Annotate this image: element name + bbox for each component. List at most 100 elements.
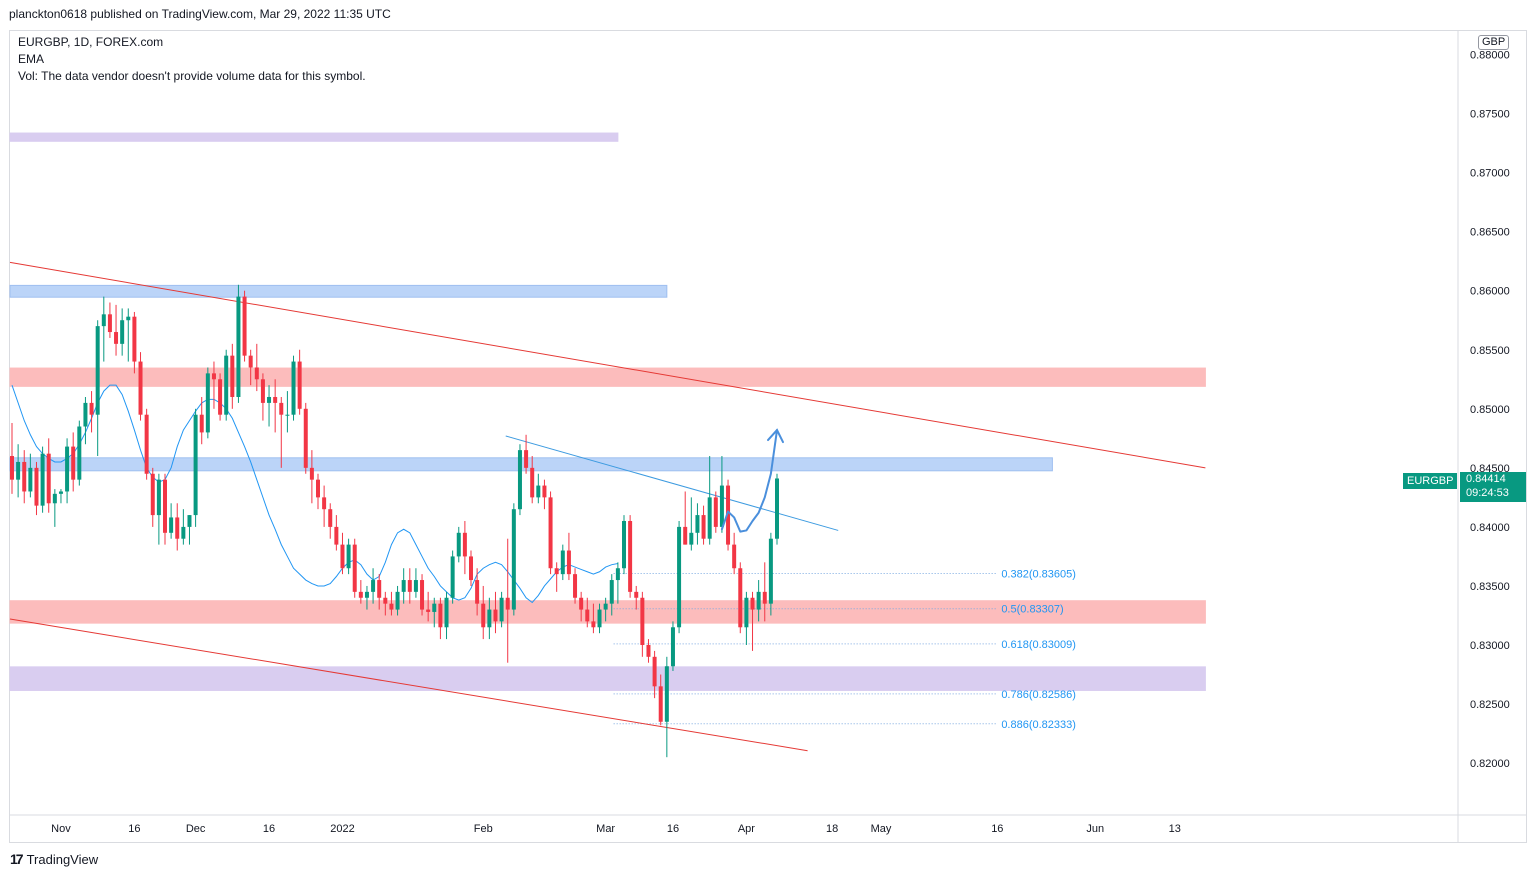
candle-body xyxy=(297,361,302,409)
footer-brand[interactable]: 17 TradingView xyxy=(10,851,98,867)
candle-59 xyxy=(371,568,376,604)
candle-body xyxy=(768,538,773,604)
candle-40 xyxy=(254,343,259,392)
footer-brand-label: TradingView xyxy=(26,851,99,867)
candle-body xyxy=(77,426,82,480)
price-tick-6: 0.85000 xyxy=(1470,404,1510,416)
candle-84 xyxy=(524,434,529,474)
candle-43 xyxy=(273,379,278,433)
candle-95 xyxy=(591,603,596,634)
ema-layer xyxy=(11,384,618,604)
candle-body xyxy=(120,320,125,344)
candle-body xyxy=(505,597,510,610)
candle-23 xyxy=(150,467,155,527)
candle-109 xyxy=(677,520,682,634)
candle-body xyxy=(420,580,425,610)
candle-body xyxy=(456,532,461,557)
candle-body xyxy=(358,591,363,598)
candle-body xyxy=(267,396,272,403)
candle-105 xyxy=(652,650,657,699)
candle-body xyxy=(322,497,327,510)
candle-body xyxy=(193,414,198,516)
price-tick-9: 0.83500 xyxy=(1470,581,1510,593)
candle-body xyxy=(181,526,186,539)
candle-body xyxy=(144,414,149,474)
candle-47 xyxy=(297,349,302,415)
candle-53 xyxy=(334,515,339,551)
candle-29 xyxy=(187,515,192,545)
candle-body xyxy=(591,621,596,628)
candle-12 xyxy=(83,396,88,445)
candle-body xyxy=(524,450,529,468)
currency-badge[interactable]: GBP xyxy=(1478,35,1510,50)
candle-body xyxy=(652,656,657,687)
candle-body xyxy=(340,544,345,569)
candle-body xyxy=(444,597,449,628)
red-lower-zone[interactable] xyxy=(9,600,1206,624)
legend-symbol[interactable]: EURGBP, 1D, FOREX.com xyxy=(18,35,164,49)
candle-body xyxy=(530,467,535,498)
candle-body xyxy=(622,520,626,569)
candle-85 xyxy=(530,456,535,504)
candle-body xyxy=(169,517,174,533)
candle-body xyxy=(756,591,761,610)
candle-104 xyxy=(646,639,651,663)
candle-6 xyxy=(46,438,51,513)
price-axis: 0.88000 0.87500 0.87000 0.86500 0.86000 0.855… xyxy=(1457,31,1510,842)
candle-57 xyxy=(358,580,363,604)
candle-116 xyxy=(719,456,724,533)
candle-69 xyxy=(432,597,437,628)
candle-9 xyxy=(65,438,70,504)
purple-top-zone[interactable] xyxy=(9,132,619,142)
candle-30 xyxy=(193,408,198,527)
candle-89 xyxy=(554,562,559,592)
candle-5 xyxy=(40,446,45,513)
candle-15 xyxy=(101,296,106,362)
candle-body xyxy=(187,515,192,527)
time-tick-0: Nov xyxy=(51,823,71,835)
candle-51 xyxy=(322,485,327,527)
candle-body xyxy=(309,467,314,480)
trendline-breakout-line xyxy=(505,435,839,531)
candle-body xyxy=(481,603,486,628)
purple-lower-zone[interactable] xyxy=(9,666,1206,691)
candle-body xyxy=(597,609,602,628)
candle-45 xyxy=(285,391,290,433)
time-axis: Nov 16 Dec 16 2022 Feb Mar 16 Apr 18 May 16 Jun 13 xyxy=(10,814,1527,835)
candle-70 xyxy=(438,597,443,640)
candle-114 xyxy=(707,456,712,545)
candle-110 xyxy=(683,491,688,545)
candle-88 xyxy=(548,491,553,575)
candle-body xyxy=(371,580,376,592)
candle-body xyxy=(364,591,369,598)
red-upper-zone[interactable] xyxy=(9,367,1206,387)
candle-body xyxy=(52,493,57,504)
candle-body xyxy=(230,355,235,397)
candle-body xyxy=(732,544,737,569)
chart-legend: EURGBP, 1D, FOREX.com EMA Vol: The data … xyxy=(18,34,366,85)
price-tick-11: 0.82500 xyxy=(1470,699,1510,711)
candle-74 xyxy=(462,520,467,575)
candle-body xyxy=(462,532,467,557)
candle-58 xyxy=(364,585,369,610)
candle-body xyxy=(156,479,161,516)
candle-body xyxy=(664,666,669,722)
candle-body xyxy=(566,550,571,575)
legend-indicator[interactable]: EMA xyxy=(18,52,45,66)
candle-124 xyxy=(768,532,773,616)
candle-35 xyxy=(224,349,229,421)
time-tick-10: May xyxy=(871,823,892,835)
candle-76 xyxy=(475,568,480,616)
candle-body xyxy=(89,402,94,415)
candle-body xyxy=(542,485,547,498)
candle-117 xyxy=(726,479,731,551)
candle-42 xyxy=(267,385,272,427)
candle-body xyxy=(279,402,284,415)
ema-line xyxy=(11,384,618,604)
candle-body xyxy=(413,580,418,592)
candle-body xyxy=(150,473,155,516)
candle-13 xyxy=(89,391,94,433)
blue-upper-zone[interactable] xyxy=(9,284,668,298)
candle-55 xyxy=(346,538,351,575)
